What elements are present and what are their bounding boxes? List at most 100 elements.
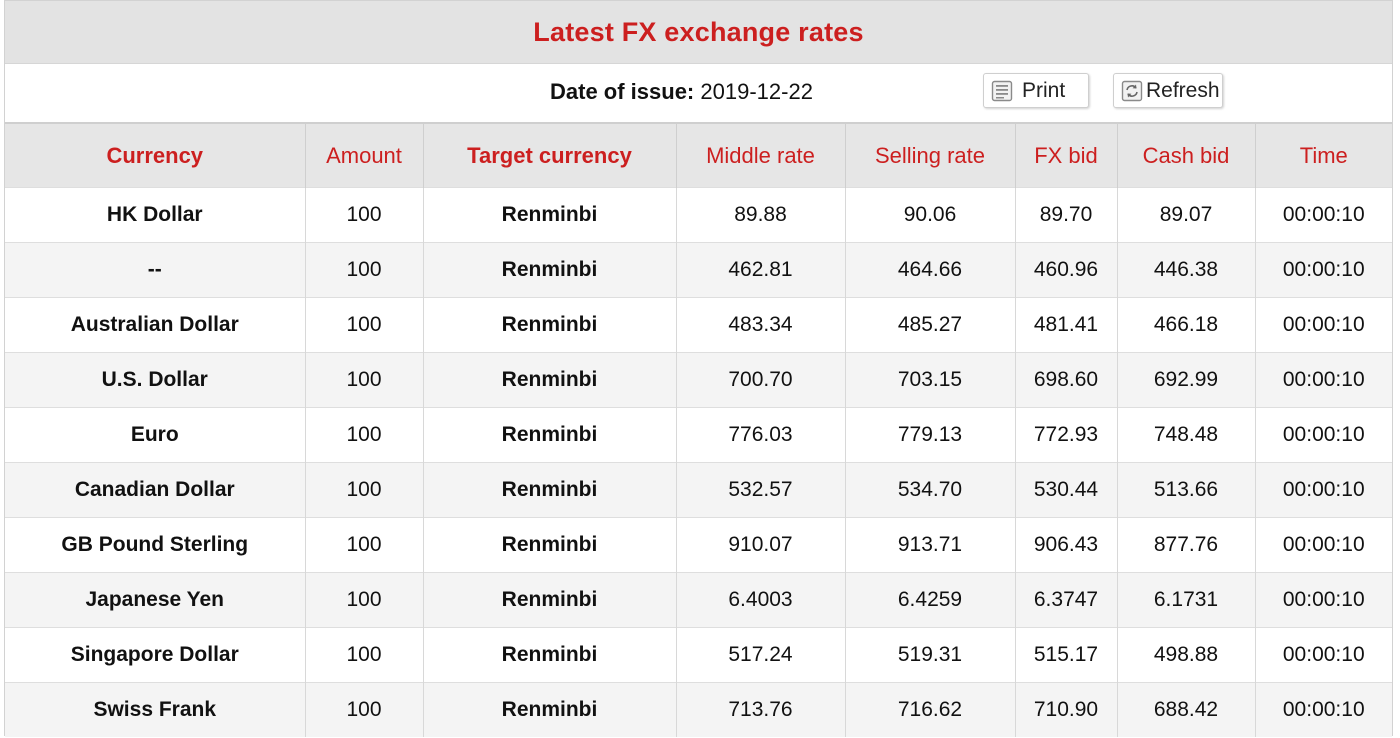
time-cell: 00:00:10	[1255, 517, 1392, 573]
middle-rate-cell: 483.34	[676, 297, 846, 353]
target-currency-cell: Renminbi	[423, 242, 677, 298]
amount-cell: 100	[305, 462, 424, 518]
title-bar: Latest FX exchange rates	[5, 1, 1392, 64]
table-row: U.S. Dollar 100 Renminbi 700.70 703.15 698.60…	[5, 352, 1392, 408]
column-header-fx-bid: FX bid	[1015, 123, 1118, 188]
issue-date-value: 2019-12-22	[700, 79, 813, 104]
amount-cell: 100	[305, 682, 424, 737]
column-header-cash-bid: Cash bid	[1117, 123, 1256, 188]
target-currency-cell: Renminbi	[423, 517, 677, 573]
issue-date-label: Date of issue:	[550, 79, 695, 104]
time-cell: 00:00:10	[1255, 572, 1392, 628]
cash-bid-cell: 688.42	[1117, 682, 1256, 737]
selling-rate-cell: 913.71	[845, 517, 1016, 573]
selling-rate-cell: 519.31	[845, 627, 1016, 683]
currency-cell: Canadian Dollar	[5, 462, 306, 518]
column-header-selling-rate: Selling rate	[845, 123, 1016, 188]
fx-bid-cell: 772.93	[1015, 407, 1118, 463]
print-label: Print	[1022, 78, 1066, 102]
time-cell: 00:00:10	[1255, 462, 1392, 518]
table-row: Japanese Yen 100 Renminbi 6.4003 6.4259 6.374…	[5, 572, 1392, 628]
amount-cell: 100	[305, 352, 424, 408]
table-header-row: Currency Amount Target currency Middle r…	[5, 123, 1392, 188]
table-row: Singapore Dollar 100 Renminbi 517.24 519.31 5…	[5, 627, 1392, 683]
time-cell: 00:00:10	[1255, 187, 1392, 243]
selling-rate-cell: 716.62	[845, 682, 1016, 737]
middle-rate-cell: 462.81	[676, 242, 846, 298]
time-cell: 00:00:10	[1255, 242, 1392, 298]
cash-bid-cell: 692.99	[1117, 352, 1256, 408]
rates-table: Currency Amount Target currency Middle r…	[5, 122, 1392, 737]
target-currency-cell: Renminbi	[423, 462, 677, 518]
column-header-middle-rate: Middle rate	[676, 123, 846, 188]
table-row: Canadian Dollar 100 Renminbi 532.57 534.70 53…	[5, 462, 1392, 518]
amount-cell: 100	[305, 572, 424, 628]
table-row: HK Dollar 100 Renminbi 89.88 90.06 89.70 89.07…	[5, 187, 1392, 243]
selling-rate-cell: 464.66	[845, 242, 1016, 298]
currency-cell: Swiss Frank	[5, 682, 306, 737]
fx-bid-cell: 89.70	[1015, 187, 1118, 243]
cash-bid-cell: 6.1731	[1117, 572, 1256, 628]
time-cell: 00:00:10	[1255, 297, 1392, 353]
cash-bid-cell: 466.18	[1117, 297, 1256, 353]
middle-rate-cell: 910.07	[676, 517, 846, 573]
table-row: Australian Dollar 100 Renminbi 483.34 485.27…	[5, 297, 1392, 353]
cash-bid-cell: 498.88	[1117, 627, 1256, 683]
selling-rate-cell: 6.4259	[845, 572, 1016, 628]
middle-rate-cell: 713.76	[676, 682, 846, 737]
time-cell: 00:00:10	[1255, 407, 1392, 463]
fx-bid-cell: 906.43	[1015, 517, 1118, 573]
amount-cell: 100	[305, 407, 424, 463]
cash-bid-cell: 748.48	[1117, 407, 1256, 463]
target-currency-cell: Renminbi	[423, 352, 677, 408]
selling-rate-cell: 779.13	[845, 407, 1016, 463]
target-currency-cell: Renminbi	[423, 627, 677, 683]
table-row: -- 100 Renminbi 462.81 464.66 460.96 446.38 00:…	[5, 242, 1392, 298]
amount-cell: 100	[305, 517, 424, 573]
table-row: Euro 100 Renminbi 776.03 779.13 772.93 748.48 0…	[5, 407, 1392, 463]
table-row: Swiss Frank 100 Renminbi 713.76 716.62 710.90…	[5, 682, 1392, 737]
cash-bid-cell: 877.76	[1117, 517, 1256, 573]
selling-rate-cell: 534.70	[845, 462, 1016, 518]
page-title: Latest FX exchange rates	[533, 16, 864, 47]
currency-cell: U.S. Dollar	[5, 352, 306, 408]
target-currency-cell: Renminbi	[423, 682, 677, 737]
column-header-currency: Currency	[5, 123, 306, 188]
fx-bid-cell: 530.44	[1015, 462, 1118, 518]
currency-cell: --	[5, 242, 306, 298]
middle-rate-cell: 517.24	[676, 627, 846, 683]
amount-cell: 100	[305, 187, 424, 243]
amount-cell: 100	[305, 242, 424, 298]
selling-rate-cell: 90.06	[845, 187, 1016, 243]
fx-rates-panel: Latest FX exchange rates Date of issue: …	[4, 0, 1393, 737]
fx-bid-cell: 698.60	[1015, 352, 1118, 408]
target-currency-cell: Renminbi	[423, 187, 677, 243]
column-header-time: Time	[1255, 123, 1392, 188]
fx-bid-cell: 515.17	[1015, 627, 1118, 683]
target-currency-cell: Renminbi	[423, 297, 677, 353]
currency-cell: HK Dollar	[5, 187, 306, 243]
amount-cell: 100	[305, 297, 424, 353]
cash-bid-cell: 513.66	[1117, 462, 1256, 518]
fx-bid-cell: 460.96	[1015, 242, 1118, 298]
time-cell: 00:00:10	[1255, 352, 1392, 408]
currency-cell: Euro	[5, 407, 306, 463]
fx-bid-cell: 6.3747	[1015, 572, 1118, 628]
cash-bid-cell: 89.07	[1117, 187, 1256, 243]
selling-rate-cell: 485.27	[845, 297, 1016, 353]
middle-rate-cell: 89.88	[676, 187, 846, 243]
refresh-button[interactable]: Refresh	[1113, 73, 1223, 108]
print-icon	[990, 79, 1014, 103]
middle-rate-cell: 776.03	[676, 407, 846, 463]
middle-rate-cell: 6.4003	[676, 572, 846, 628]
currency-cell: Australian Dollar	[5, 297, 306, 353]
currency-cell: Singapore Dollar	[5, 627, 306, 683]
fx-bid-cell: 481.41	[1015, 297, 1118, 353]
column-header-amount: Amount	[305, 123, 424, 188]
print-button[interactable]: Print	[983, 73, 1089, 108]
issue-date-line: Date of issue: 2019-12-22	[550, 79, 813, 105]
refresh-label: Refresh	[1146, 78, 1220, 102]
middle-rate-cell: 700.70	[676, 352, 846, 408]
fx-bid-cell: 710.90	[1015, 682, 1118, 737]
currency-cell: GB Pound Sterling	[5, 517, 306, 573]
